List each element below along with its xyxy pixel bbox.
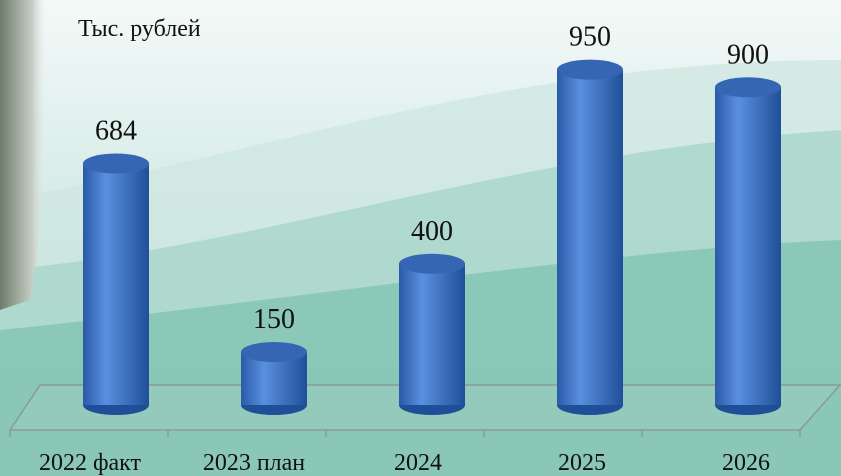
bar-top bbox=[83, 154, 149, 174]
page: Тыс. рублей 2022 факт 684 2023 план 150 2024… bbox=[0, 0, 841, 476]
bar-top bbox=[241, 342, 307, 362]
x-tick-label: 2026 bbox=[722, 450, 770, 476]
x-tick-label: 2025 bbox=[558, 450, 606, 476]
bar-top bbox=[715, 77, 781, 97]
x-tick-label: 2022 факт bbox=[39, 450, 142, 476]
x-tick-label: 2024 bbox=[394, 450, 442, 476]
bar bbox=[715, 87, 781, 405]
bar bbox=[399, 264, 465, 405]
value-label: 400 bbox=[411, 216, 453, 247]
x-tick-label: 2023 план bbox=[203, 450, 305, 476]
bar bbox=[83, 164, 149, 405]
bar-top bbox=[557, 60, 623, 80]
bar bbox=[557, 70, 623, 405]
axis-label: Тыс. рублей bbox=[78, 16, 201, 42]
bar-top bbox=[399, 254, 465, 274]
chart: Тыс. рублей 2022 факт 684 2023 план 150 2024… bbox=[0, 0, 841, 476]
value-label: 684 bbox=[95, 116, 137, 147]
value-label: 150 bbox=[253, 304, 295, 335]
value-label: 900 bbox=[727, 39, 769, 70]
value-label: 950 bbox=[569, 22, 611, 53]
